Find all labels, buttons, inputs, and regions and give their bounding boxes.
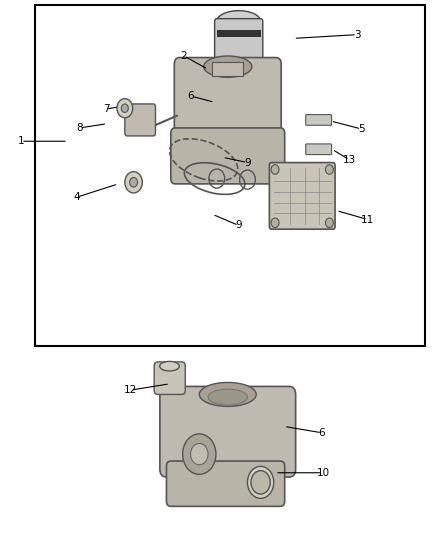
Text: 9: 9 <box>235 221 242 230</box>
Circle shape <box>130 177 138 187</box>
Circle shape <box>117 99 133 118</box>
Text: 13: 13 <box>343 155 356 165</box>
Bar <box>217 30 261 37</box>
FancyBboxPatch shape <box>306 144 332 155</box>
FancyBboxPatch shape <box>125 104 155 136</box>
FancyBboxPatch shape <box>160 386 296 477</box>
Text: 8: 8 <box>76 123 83 133</box>
Text: 1: 1 <box>18 136 25 146</box>
FancyBboxPatch shape <box>171 128 285 184</box>
Circle shape <box>247 466 274 498</box>
Circle shape <box>121 104 128 112</box>
Ellipse shape <box>159 361 180 371</box>
Circle shape <box>251 471 270 494</box>
Circle shape <box>271 218 279 228</box>
Polygon shape <box>184 64 276 139</box>
Bar <box>35 5 425 346</box>
FancyBboxPatch shape <box>306 115 332 125</box>
Ellipse shape <box>217 11 261 32</box>
Circle shape <box>125 172 142 193</box>
Text: 3: 3 <box>353 30 360 39</box>
Text: 7: 7 <box>102 104 110 114</box>
Text: 6: 6 <box>187 91 194 101</box>
Text: 11: 11 <box>361 215 374 224</box>
Circle shape <box>325 218 333 228</box>
Text: 10: 10 <box>317 468 330 478</box>
FancyArrowPatch shape <box>152 116 177 127</box>
Circle shape <box>271 165 279 174</box>
Text: 5: 5 <box>358 124 365 134</box>
Ellipse shape <box>204 56 252 77</box>
FancyBboxPatch shape <box>212 62 243 76</box>
FancyBboxPatch shape <box>215 19 263 59</box>
Circle shape <box>191 443 208 465</box>
FancyBboxPatch shape <box>269 163 335 229</box>
Circle shape <box>325 165 333 174</box>
Ellipse shape <box>199 383 256 406</box>
FancyBboxPatch shape <box>174 58 281 145</box>
Text: 9: 9 <box>244 158 251 167</box>
FancyBboxPatch shape <box>154 362 185 394</box>
Text: 4: 4 <box>73 192 80 202</box>
Circle shape <box>183 434 216 474</box>
Text: 6: 6 <box>318 428 325 438</box>
Text: 12: 12 <box>124 385 137 395</box>
Text: 2: 2 <box>180 51 187 61</box>
FancyBboxPatch shape <box>166 461 285 506</box>
Ellipse shape <box>208 389 247 405</box>
